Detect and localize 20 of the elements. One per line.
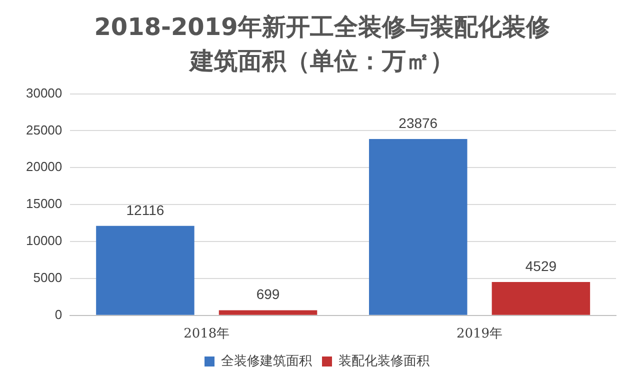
y-tick-label: 30000 [26,85,62,100]
chart-title: 2018-2019年新开工全装修与装配化装修建筑面积（单位：万㎡） [93,12,551,77]
data-label: 699 [256,286,280,302]
bar [369,139,468,315]
y-tick-label: 15000 [26,196,62,212]
x-tick-label: 2019年 [456,326,503,342]
bar [96,226,194,315]
y-tick-label: 20000 [26,159,62,174]
y-tick-label: 0 [54,306,62,322]
legend-label: 全装修建筑面积 [221,354,312,369]
y-tick-label: 10000 [26,233,62,248]
bar [218,310,318,315]
x-tick-label: 2018年 [184,326,230,342]
y-tick-label: 25000 [26,122,62,138]
bar [492,282,590,315]
data-label: 4529 [525,258,557,274]
legend-label: 装配化装修面积 [338,354,430,369]
y-tick-label: 5000 [33,270,62,286]
data-label: 12116 [126,202,164,218]
data-label: 23876 [398,114,438,131]
